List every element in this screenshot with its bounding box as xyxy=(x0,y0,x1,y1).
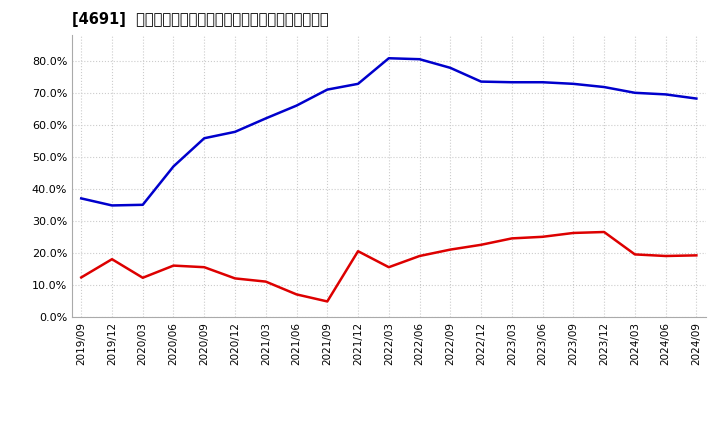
Text: [4691]  現適金、有利子負債の総資産に対する比率の推移: [4691] 現適金、有利子負債の総資産に対する比率の推移 xyxy=(72,12,328,27)
Legend: 現適金, 有利子負債: 現適金, 有利子負債 xyxy=(300,434,477,440)
